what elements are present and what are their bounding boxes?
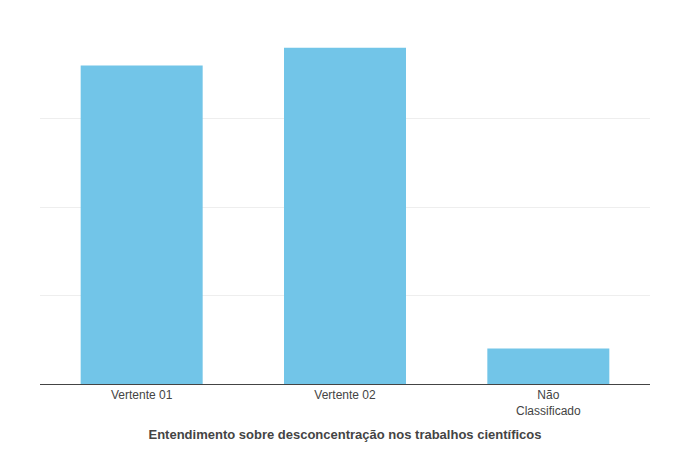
svg-text:Vertente 01: Vertente 01 xyxy=(111,388,173,402)
svg-text:Vertente 02: Vertente 02 xyxy=(314,388,376,402)
svg-text:Entendimento sobre desconcentr: Entendimento sobre desconcentração nos t… xyxy=(149,427,542,442)
svg-text:NãoClassificado: NãoClassificado xyxy=(516,388,581,418)
